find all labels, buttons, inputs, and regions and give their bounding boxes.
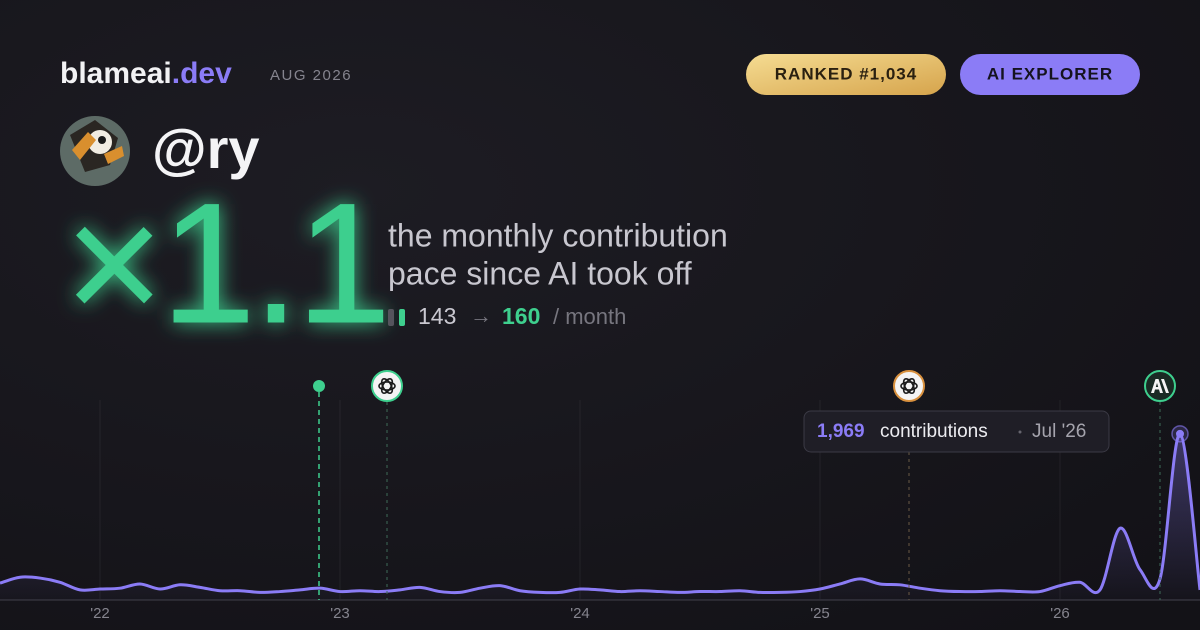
x-tick-label: '26 bbox=[1050, 605, 1070, 622]
stat-unit: / month bbox=[553, 304, 626, 329]
description-line: pace since AI took off bbox=[388, 255, 692, 291]
openai-icon bbox=[371, 370, 403, 402]
tooltip-value: 1,969 bbox=[817, 421, 865, 442]
stat-before: 143 bbox=[418, 303, 456, 329]
avatar bbox=[60, 116, 130, 186]
tooltip-separator bbox=[1018, 430, 1022, 434]
peak-dot bbox=[1176, 429, 1184, 438]
stat-icon bbox=[388, 309, 394, 326]
multiplier: ×1.1 bbox=[64, 167, 388, 359]
event-markers bbox=[313, 370, 1176, 600]
handle: @ry bbox=[152, 117, 260, 180]
plot bbox=[0, 425, 1200, 600]
line bbox=[0, 432, 1200, 595]
stat-after: 160 bbox=[502, 303, 540, 329]
stat-icon bbox=[399, 309, 405, 326]
date: AUG 2026 bbox=[270, 67, 352, 84]
site-name: blameai.dev bbox=[60, 57, 232, 90]
rank-text: RANKED #1,034 bbox=[775, 64, 917, 83]
x-tick-label: '24 bbox=[570, 605, 590, 622]
stat-arrow: → bbox=[470, 303, 492, 328]
x-tick-label: '25 bbox=[810, 605, 830, 622]
tooltip-date: Jul '26 bbox=[1032, 421, 1086, 442]
x-tick-label: '22 bbox=[90, 605, 110, 622]
site: blameai bbox=[60, 57, 172, 90]
tier-badge bbox=[960, 54, 1140, 95]
tooltip-box bbox=[803, 410, 1110, 453]
description-line: the monthly contribution bbox=[388, 217, 728, 253]
anthropic-icon bbox=[1144, 370, 1176, 402]
tier-text: AI EXPLORER bbox=[987, 64, 1113, 83]
tooltip: 1,969 contributions Jul '26 bbox=[803, 410, 1110, 453]
tooltip-text: contributions bbox=[880, 421, 988, 442]
openai-icon bbox=[893, 370, 925, 402]
event-dot bbox=[313, 380, 325, 392]
tld: .dev bbox=[172, 57, 232, 90]
rank-badge bbox=[746, 54, 946, 95]
x-tick-label: '23 bbox=[330, 605, 350, 622]
